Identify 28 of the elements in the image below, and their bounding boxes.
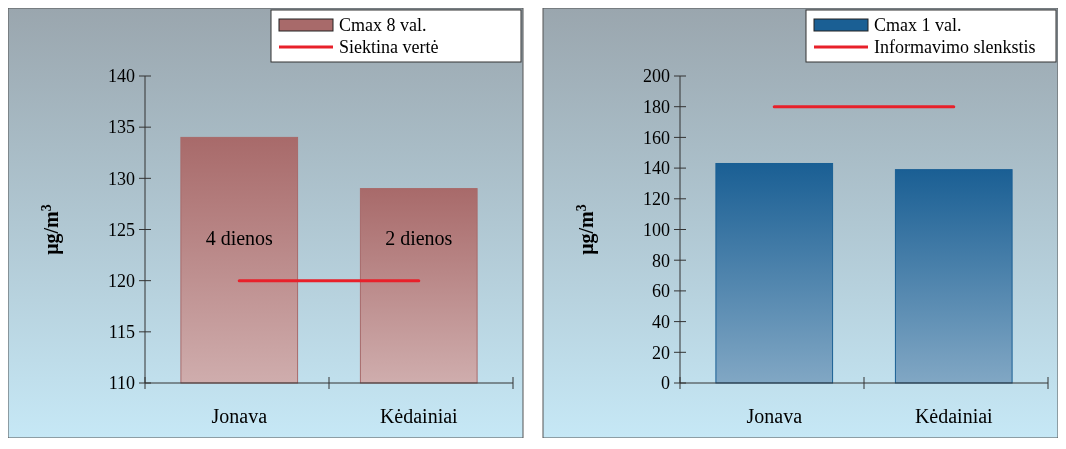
y-tick-label: 130 [108, 168, 135, 189]
y-tick-label: 200 [643, 66, 670, 87]
y-tick-label: 120 [643, 189, 670, 210]
y-tick-label: 40 [652, 311, 670, 332]
annotation: 2 dienos [385, 226, 453, 249]
legend-label: Informavimo slenkstis [874, 37, 1036, 58]
y-tick-label: 0 [661, 373, 670, 394]
y-tick-label: 110 [108, 373, 135, 394]
y-tick-label: 140 [108, 66, 135, 87]
y-tick-label: 140 [643, 158, 670, 179]
y-tick-label: 125 [108, 219, 135, 240]
y-tick-label: 60 [652, 281, 670, 302]
legend-label: Cmax 1 val. [874, 15, 962, 36]
x-tick-label: Jonava [211, 405, 268, 427]
x-tick-label: Jonava [746, 405, 803, 427]
y-tick-label: 115 [108, 322, 135, 343]
y-tick-label: 120 [108, 270, 135, 291]
legend-label: Cmax 8 val. [339, 15, 427, 36]
y-tick-label: 100 [643, 219, 670, 240]
x-tick-label: Kėdainiai [914, 405, 994, 427]
y-tick-label: 180 [643, 97, 670, 117]
y-tick-label: 135 [108, 117, 135, 138]
x-tick-label: Kėdainiai [379, 405, 459, 427]
annotation: 4 dienos [205, 226, 274, 249]
y-tick-label: 80 [652, 250, 670, 271]
y-tick-label: 20 [652, 342, 670, 363]
y-tick-label: 160 [643, 127, 670, 148]
legend-label: Siektina vertė [339, 37, 439, 58]
